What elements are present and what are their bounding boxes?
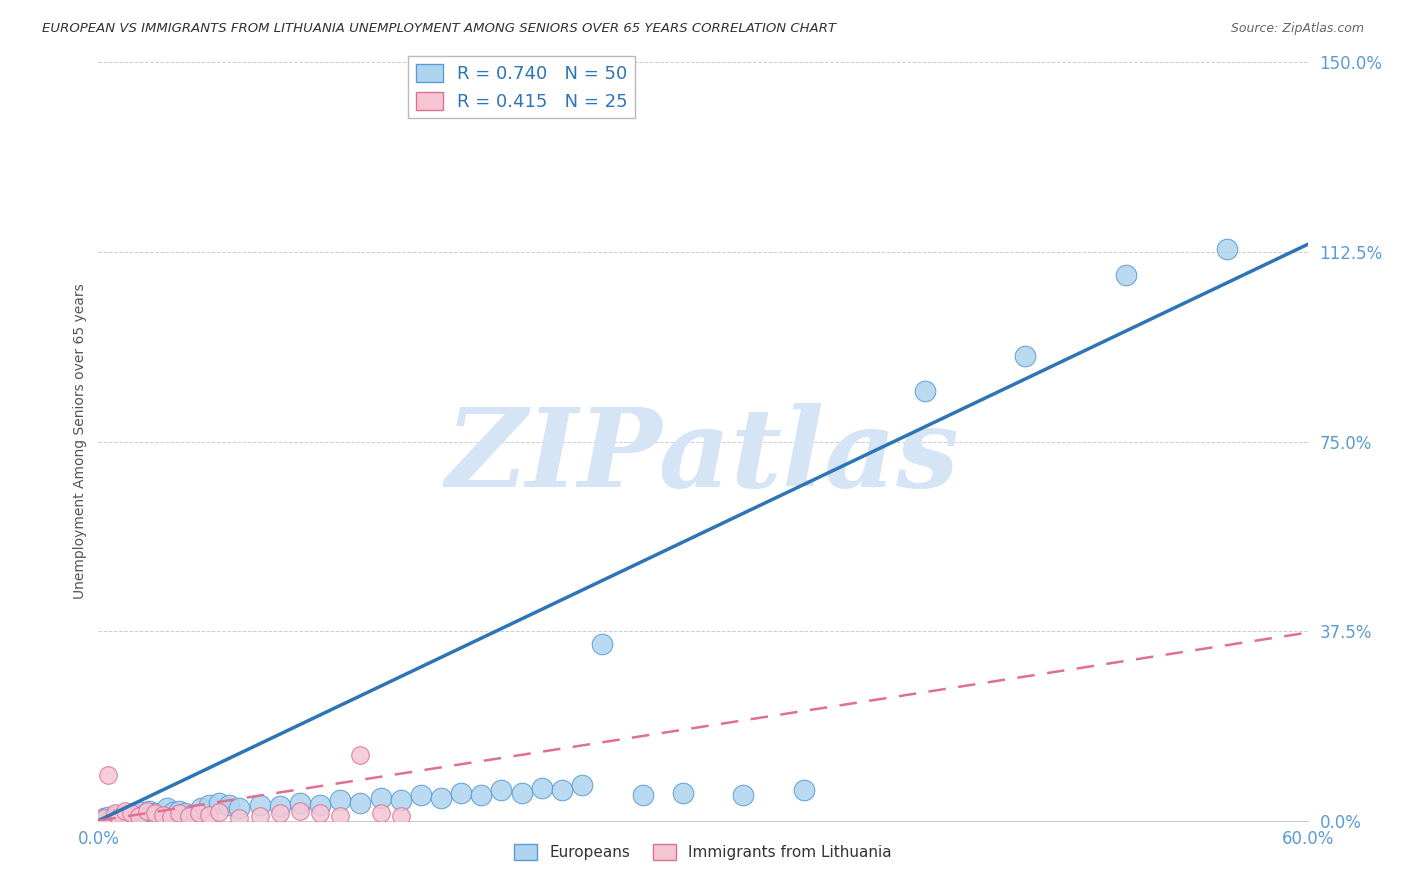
Point [167, 806, 190, 821]
Point [551, 783, 574, 797]
Point [162, 805, 184, 819]
Point [198, 807, 221, 822]
Point [110, 811, 132, 825]
Point [143, 806, 166, 821]
Point [103, 806, 125, 821]
Point [389, 793, 412, 807]
Point [510, 786, 533, 800]
Point [143, 806, 166, 821]
Point [491, 783, 513, 797]
Point [101, 811, 124, 825]
Point [530, 780, 553, 795]
Point [107, 809, 129, 823]
Point [329, 808, 352, 822]
Point [188, 806, 211, 821]
Point [672, 786, 695, 800]
Text: EUROPEAN VS IMMIGRANTS FROM LITHUANIA UNEMPLOYMENT AMONG SENIORS OVER 65 YEARS C: EUROPEAN VS IMMIGRANTS FROM LITHUANIA UN… [42, 22, 837, 36]
Point [93, 811, 115, 825]
Point [97, 809, 120, 823]
Point [269, 799, 291, 814]
Point [409, 789, 432, 803]
Point [174, 806, 197, 821]
Point [309, 798, 332, 813]
Point [228, 801, 250, 815]
Point [1216, 243, 1239, 257]
Point [114, 804, 136, 818]
Point [733, 789, 755, 803]
Point [149, 808, 172, 822]
Point [190, 801, 212, 815]
Point [389, 808, 412, 822]
Point [128, 808, 150, 822]
Y-axis label: Unemployment Among Seniors over 65 years: Unemployment Among Seniors over 65 years [73, 284, 87, 599]
Point [160, 809, 183, 823]
Point [125, 808, 148, 822]
Point [269, 806, 291, 821]
Point [631, 789, 654, 803]
Point [179, 808, 201, 822]
Point [129, 805, 152, 819]
Point [97, 768, 120, 782]
Point [198, 798, 221, 813]
Point [152, 807, 174, 822]
Point [288, 804, 311, 818]
Point [914, 384, 936, 398]
Point [470, 789, 492, 803]
Point [1014, 349, 1036, 363]
Point [93, 811, 115, 825]
Point [370, 806, 392, 821]
Legend: Europeans, Immigrants from Lithuania: Europeans, Immigrants from Lithuania [508, 838, 898, 866]
Point [450, 786, 472, 800]
Point [181, 808, 204, 822]
Point [591, 637, 613, 651]
Point [118, 809, 141, 823]
Point [167, 804, 190, 818]
Point [288, 796, 311, 810]
Point [228, 811, 250, 825]
Point [430, 791, 453, 805]
Point [218, 798, 240, 813]
Point [349, 796, 371, 810]
Point [134, 807, 156, 822]
Point [1115, 268, 1137, 282]
Point [208, 796, 231, 810]
Point [208, 805, 231, 819]
Point [114, 807, 136, 822]
Point [105, 808, 128, 822]
Point [309, 806, 332, 821]
Point [138, 804, 160, 818]
Point [121, 806, 143, 821]
Point [135, 804, 157, 818]
Point [329, 793, 352, 807]
Point [156, 801, 179, 815]
Point [120, 806, 142, 821]
Point [793, 783, 815, 797]
Point [249, 808, 271, 822]
Text: ZIPatlas: ZIPatlas [446, 403, 960, 510]
Point [349, 747, 371, 762]
Point [370, 791, 392, 805]
Text: Source: ZipAtlas.com: Source: ZipAtlas.com [1230, 22, 1364, 36]
Point [571, 778, 593, 792]
Point [249, 798, 271, 813]
